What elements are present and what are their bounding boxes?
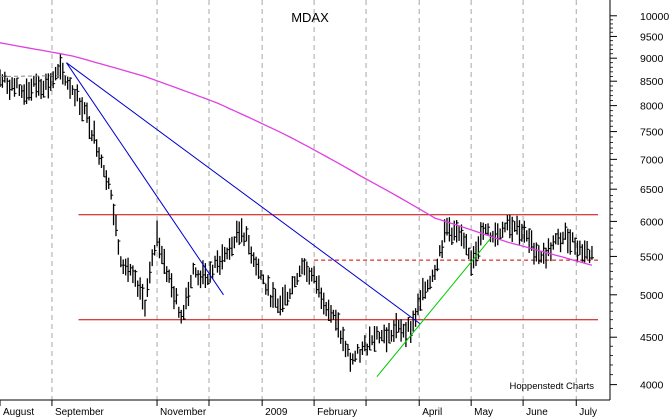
trendline <box>66 62 421 325</box>
y-tick-label: 7000 <box>640 154 664 166</box>
x-tick-label: April <box>422 407 442 418</box>
y-tick-label: 8500 <box>640 76 664 88</box>
grid <box>51 0 577 400</box>
y-tick-label: 5500 <box>640 251 664 263</box>
y-tick-label: 6500 <box>640 184 664 196</box>
x-tick-label: August <box>3 407 34 418</box>
x-tick-label: November <box>160 407 207 418</box>
chart-title: MDAX <box>291 10 329 25</box>
y-tick-label: 10000 <box>640 11 669 23</box>
y-tick-label: 9500 <box>640 31 664 43</box>
chart-credit: Hoppenstedt Charts <box>510 381 595 392</box>
trendline <box>376 238 491 377</box>
y-tick-label: 8000 <box>640 101 664 113</box>
x-tick-label: September <box>55 407 105 418</box>
y-tick-label: 6000 <box>640 216 664 228</box>
x-tick-label: May <box>474 407 493 418</box>
y-tick-label: 9000 <box>640 53 664 65</box>
y-tick-label: 7500 <box>640 127 664 139</box>
x-tick-label: June <box>526 407 548 418</box>
x-tick-label: July <box>579 407 597 418</box>
y-tick-label: 4000 <box>640 380 664 392</box>
x-tick-label: February <box>317 407 357 418</box>
moving-average-line <box>0 42 593 266</box>
y-tick-label: 4500 <box>640 332 664 344</box>
x-tick-label: 2009 <box>265 407 288 418</box>
y-tick-label: 5000 <box>640 290 664 302</box>
overlay-lines <box>0 42 593 377</box>
trendline <box>66 62 224 296</box>
price-bars <box>0 54 594 372</box>
